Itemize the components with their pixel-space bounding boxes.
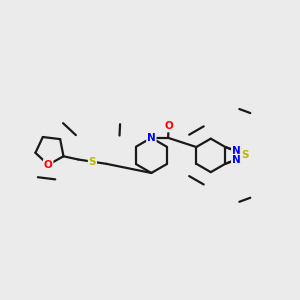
Text: N: N <box>232 155 241 165</box>
Text: O: O <box>44 160 52 170</box>
Text: O: O <box>164 122 173 131</box>
Text: N: N <box>232 146 241 156</box>
Text: N: N <box>147 133 156 143</box>
Text: S: S <box>241 150 249 161</box>
Text: S: S <box>89 157 96 167</box>
